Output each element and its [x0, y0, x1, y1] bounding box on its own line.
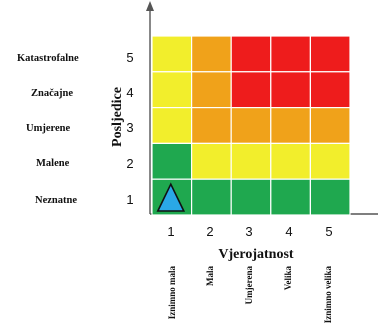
x-level-label-1: Iznimno mala	[167, 266, 177, 320]
y-level-number-1: 1	[126, 192, 133, 207]
matrix-cell-c3-p4	[270, 106, 311, 144]
matrix-cell-c2-p5	[309, 142, 351, 180]
matrix-cells	[151, 35, 351, 216]
y-level-label-2: Malene	[36, 158, 70, 169]
y-level-number-5: 5	[126, 50, 133, 65]
matrix-cell-c3-p5	[309, 106, 351, 144]
matrix-cell-c5-p5	[309, 35, 351, 73]
matrix-cell-c2-p1	[151, 142, 193, 180]
y-level-label-4: Značajne	[31, 88, 73, 99]
matrix-cell-c5-p4	[270, 35, 311, 73]
x-level-number-2: 2	[206, 224, 213, 239]
x-level-number-4: 4	[285, 224, 292, 239]
x-level-number-3: 3	[245, 224, 252, 239]
matrix-cell-c5-p1	[151, 35, 193, 73]
matrix-cell-c1-p5	[309, 178, 351, 216]
x-level-number-5: 5	[325, 224, 332, 239]
matrix-cell-c4-p2	[191, 71, 232, 109]
matrix-cell-c3-p3	[230, 106, 272, 144]
x-level-label-3: Umjerena	[244, 266, 254, 305]
matrix-cell-c5-p2	[191, 35, 232, 73]
y-level-label-3: Umjerene	[26, 123, 70, 134]
y-level-number-2: 2	[126, 156, 133, 171]
matrix-cell-c5-p3	[230, 35, 272, 73]
matrix-cell-c2-p4	[270, 142, 311, 180]
matrix-cell-c3-p2	[191, 106, 232, 144]
y-level-label-1: Neznatne	[35, 195, 77, 206]
x-axis-labels: 1 2 3 4 5 Vjerojatnost Iznimno mala Mala…	[167, 224, 333, 323]
x-level-label-5: Iznimno velika	[323, 266, 333, 324]
x-level-label-2: Mala	[205, 266, 215, 286]
x-axis-title: Vjerojatnost	[218, 247, 294, 262]
matrix-cell-c4-p4	[270, 71, 311, 109]
matrix-cell-c2-p3	[230, 142, 272, 180]
matrix-cell-c3-p1	[151, 106, 193, 144]
y-axis-arrowhead	[146, 1, 154, 11]
matrix-cell-c1-p3	[230, 178, 272, 216]
triangle-marker-icon	[156, 182, 186, 212]
y-level-label-5: Katastrofalne	[17, 53, 79, 64]
y-axis-title: Posljedice	[110, 87, 125, 147]
matrix-cell-c4-p3	[230, 71, 272, 109]
matrix-cell-c1-p2	[191, 178, 232, 216]
y-axis-labels: Katastrofalne 5 Značajne 4 Umjerene 3 Ma…	[17, 50, 134, 207]
y-level-number-3: 3	[126, 120, 133, 135]
matrix-cell-c4-p1	[151, 71, 193, 109]
y-level-number-4: 4	[126, 85, 133, 100]
matrix-cell-c4-p5	[309, 71, 351, 109]
x-level-label-4: Velika	[283, 266, 293, 291]
x-level-number-1: 1	[167, 224, 174, 239]
matrix-cell-c1-p4	[270, 178, 311, 216]
matrix-cell-c2-p2	[191, 142, 232, 180]
